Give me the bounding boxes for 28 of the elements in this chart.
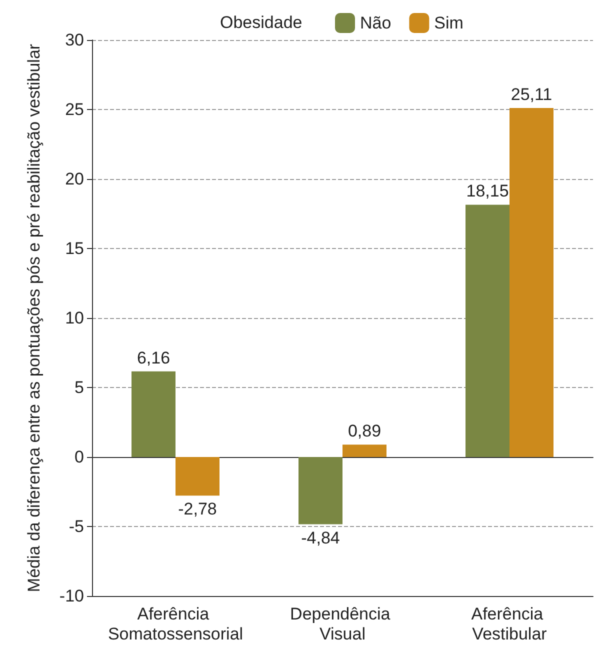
bar [342, 444, 386, 457]
bar [510, 108, 554, 457]
y-tick-label: 30 [65, 30, 84, 50]
data-label: 6,16 [136, 348, 170, 368]
data-label: -2,78 [178, 500, 217, 519]
data-label: 0,89 [348, 422, 382, 441]
x-tick-label: Dependência Visual [290, 604, 395, 644]
y-tick-label: 25 [65, 100, 84, 119]
data-label: 25,11 [510, 84, 552, 104]
y-tick-label: 20 [65, 170, 84, 188]
legend-label: Não [360, 14, 392, 32]
x-tick-label: Aferência Vestibular [471, 604, 548, 644]
bar [298, 457, 342, 524]
legend-label: Sim [434, 14, 464, 32]
y-tick-label: 15 [65, 239, 84, 258]
y-tick-label: 0 [74, 448, 84, 466]
data-label: 18,15 [466, 182, 509, 201]
y-tick-label: 5 [74, 378, 84, 397]
bar [176, 457, 220, 496]
data-label: -4,84 [301, 528, 340, 548]
x-tick-label: Aferência Somatossensorial [108, 604, 244, 644]
y-tick-label: -10 [59, 586, 84, 606]
y-tick-label: 10 [65, 308, 84, 328]
legend-title: Obesidade [220, 13, 302, 32]
bar [132, 371, 176, 457]
y-tick-label: -5 [68, 517, 84, 536]
bar [466, 204, 510, 457]
y-axis-title: Média da diferença entre as pontuações pós e pré reabilitação vestibular [24, 44, 44, 592]
